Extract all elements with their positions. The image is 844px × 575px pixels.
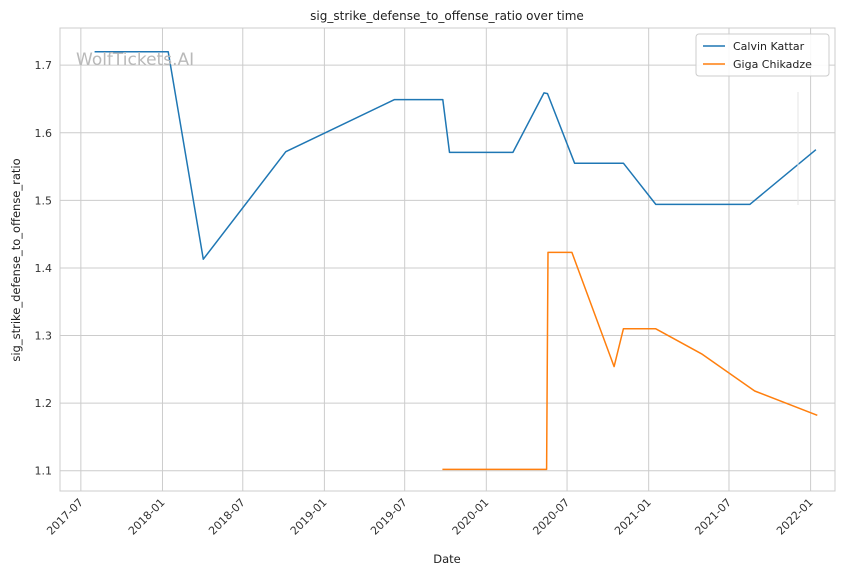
legend-box bbox=[695, 33, 830, 77]
y-tick-label: 1.1 bbox=[35, 465, 53, 478]
y-tick-label: 1.6 bbox=[35, 127, 53, 140]
legend: Calvin Kattar Giga Chikadze bbox=[695, 33, 830, 77]
x-tick-label: 2017-07 bbox=[44, 496, 86, 538]
x-tick-label: 2018-07 bbox=[206, 496, 248, 538]
x-tick-label: 2022-01 bbox=[774, 496, 816, 538]
x-tick-label: 2019-07 bbox=[368, 496, 410, 538]
y-tick-label: 1.3 bbox=[35, 330, 53, 343]
plot-area bbox=[59, 27, 836, 492]
x-tick-label: 2018-01 bbox=[126, 496, 168, 538]
x-axis-label: Date bbox=[433, 552, 461, 566]
x-tick-label: 2021-07 bbox=[692, 496, 734, 538]
legend-label: Calvin Kattar bbox=[733, 40, 805, 53]
chart-title: sig_strike_defense_to_offense_ratio over… bbox=[310, 9, 584, 23]
y-tick-label: 1.4 bbox=[35, 262, 53, 275]
series-line-1 bbox=[442, 251, 818, 471]
series-lines bbox=[94, 50, 818, 471]
series-line-0 bbox=[94, 50, 817, 260]
x-axis-ticks: 2017-07 2018-01 2018-07 2019-01 2019-07 2020-… bbox=[44, 496, 815, 538]
x-tick-label: 2020-01 bbox=[450, 496, 492, 538]
y-tick-label: 1.2 bbox=[35, 397, 53, 410]
watermark: WolfTickets.AI bbox=[76, 50, 194, 70]
y-tick-label: 1.5 bbox=[35, 194, 53, 207]
x-tick-label: 2019-01 bbox=[288, 496, 330, 538]
x-tick-label: 2021-01 bbox=[612, 496, 654, 538]
y-tick-label: 1.7 bbox=[35, 59, 53, 72]
y-axis-label: sig_strike_defense_to_offense_ratio bbox=[9, 158, 23, 361]
x-tick-label: 2020-07 bbox=[530, 496, 572, 538]
legend-label: Giga Chikadze bbox=[733, 58, 812, 71]
y-axis-ticks: 1.1 1.2 1.3 1.4 1.5 1.6 1.7 bbox=[35, 59, 53, 478]
